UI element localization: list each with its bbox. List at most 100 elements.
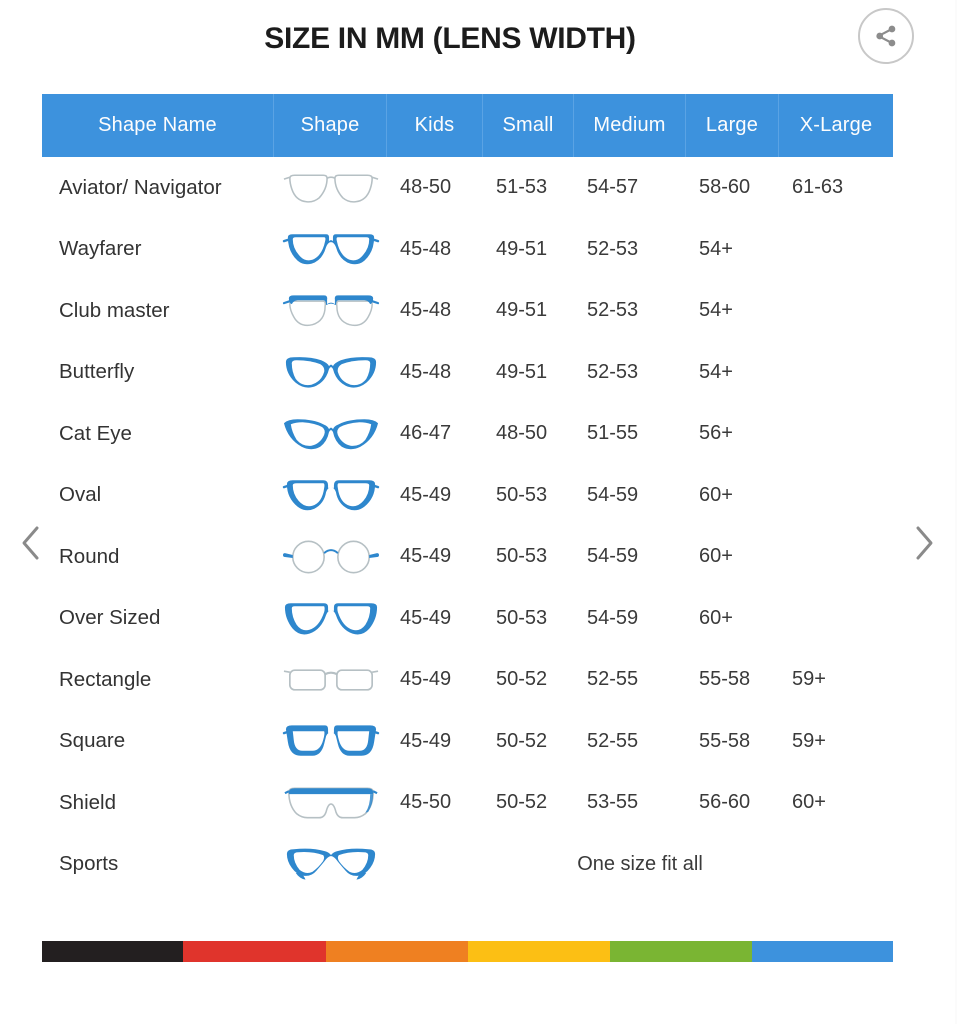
cell-small: 50-52 <box>496 729 548 752</box>
cell-medium: 54-59 <box>587 545 639 568</box>
cell-xlarge <box>779 280 893 342</box>
chevron-right-icon <box>916 526 933 560</box>
page-title: SIZE IN MM (LENS WIDTH) <box>264 22 636 55</box>
cell-large: 56-60 <box>699 791 751 814</box>
table-row: Oval 45-49 50-53 54-59 60+ <box>42 465 893 527</box>
color-segment-red <box>183 941 326 962</box>
table-header-row: Shape Name Shape Kids Small Medium Large… <box>42 94 893 157</box>
cell-small: 49-51 <box>496 237 548 260</box>
cell-small: 50-53 <box>496 483 548 506</box>
table-body: Aviator/ Navigator 48-50 51-53 54-57 58-60 61… <box>42 157 893 895</box>
butterfly-glasses-icon <box>274 342 387 404</box>
cell-xlarge <box>779 465 893 527</box>
column-header-xlarge: X-Large <box>799 114 873 136</box>
cell-kids: 45-49 <box>400 668 452 691</box>
column-header-large: Large <box>686 94 779 157</box>
color-segment-green <box>610 941 752 962</box>
cell-small: 49-51 <box>496 299 548 322</box>
cell-xlarge <box>779 219 893 281</box>
cell-medium: 52-55 <box>587 668 639 691</box>
cell-shape-name: Square <box>59 729 126 753</box>
column-header-kids: Kids <box>387 94 483 157</box>
cell-kids: 45-49 <box>400 545 452 568</box>
cell-shape-name: Sports <box>59 852 119 876</box>
cell-medium: 54-57 <box>587 176 639 199</box>
cell-large: 55-58 <box>699 729 751 752</box>
cell-shape-name: Round <box>59 544 120 568</box>
cell-shape-name: Over Sized <box>59 606 161 630</box>
cell-large: 60+ <box>699 606 733 629</box>
cell-small: 50-52 <box>496 668 548 691</box>
cell-xlarge <box>779 403 893 465</box>
color-segment-black <box>42 941 183 962</box>
color-bar <box>42 941 893 962</box>
previous-button[interactable] <box>8 515 54 571</box>
table-row: Aviator/ Navigator 48-50 51-53 54-57 58-60 61… <box>42 157 893 219</box>
clubmaster-glasses-icon <box>274 280 387 342</box>
share-button[interactable] <box>858 8 914 64</box>
cell-shape-name: Wayfarer <box>59 237 142 261</box>
table-row: Wayfarer 45-48 49-51 52-53 54+ <box>42 219 893 281</box>
cell-medium: 52-53 <box>587 299 639 322</box>
table-row: Sports One size fit all <box>42 834 893 896</box>
cell-medium: 51-55 <box>587 422 639 445</box>
cell-small: 50-52 <box>496 791 548 814</box>
table-row: Butterfly 45-48 49-51 52-53 54+ <box>42 342 893 404</box>
cell-small: 51-53 <box>496 176 548 199</box>
oval-glasses-icon <box>274 465 387 527</box>
cell-large: 60+ <box>699 545 733 568</box>
cell-medium: 52-53 <box>587 237 639 260</box>
cell-xlarge: 60+ <box>792 791 826 814</box>
cell-small: 49-51 <box>496 360 548 383</box>
cell-medium: 52-55 <box>587 729 639 752</box>
color-segment-yellow <box>468 941 610 962</box>
cell-xlarge <box>779 342 893 404</box>
cell-medium: 54-59 <box>587 606 639 629</box>
cell-shape-name: Shield <box>59 790 116 814</box>
oversized-glasses-icon <box>274 588 387 650</box>
aviator-glasses-icon <box>274 157 387 219</box>
cell-large: 54+ <box>699 360 733 383</box>
cateye-glasses-icon <box>274 403 387 465</box>
cell-large: 56+ <box>699 422 733 445</box>
cell-kids: 45-48 <box>400 360 452 383</box>
table-row: Cat Eye 46-47 48-50 51-55 56+ <box>42 403 893 465</box>
wayfarer-glasses-icon <box>274 219 387 281</box>
cell-one-size-fit-all: One size fit all <box>577 852 703 875</box>
column-header-medium: Medium <box>574 94 686 157</box>
table-row: Rectangle 45-49 50-52 52-55 55-58 59+ <box>42 649 893 711</box>
table-row: Square 45-49 50-52 52-55 55-58 59+ <box>42 711 893 773</box>
cell-large: 58-60 <box>699 176 751 199</box>
cell-large: 54+ <box>699 299 733 322</box>
column-header-shape: Shape <box>274 94 387 157</box>
shield-glasses-icon <box>274 772 387 834</box>
cell-small: 50-53 <box>496 606 548 629</box>
cell-small: 48-50 <box>496 422 548 445</box>
cell-kids: 45-49 <box>400 483 452 506</box>
cell-kids: 45-49 <box>400 729 452 752</box>
cell-xlarge <box>779 588 893 650</box>
cell-medium: 52-53 <box>587 360 639 383</box>
cell-medium: 53-55 <box>587 791 639 814</box>
cell-large: 55-58 <box>699 668 751 691</box>
cell-kids: 48-50 <box>400 176 452 199</box>
table-row: Shield 45-50 50-52 53-55 56-60 60+ <box>42 772 893 834</box>
title-bar: SIZE IN MM (LENS WIDTH) <box>0 0 957 84</box>
chevron-left-icon <box>22 526 39 560</box>
cell-shape-name: Oval <box>59 483 102 507</box>
cell-kids: 45-48 <box>400 237 452 260</box>
cell-large: 60+ <box>699 483 733 506</box>
table-row: Round 45-49 50-53 54-59 60+ <box>42 526 893 588</box>
sports-glasses-icon <box>274 834 387 896</box>
rectangle-glasses-icon <box>274 649 387 711</box>
cell-shape-name: Club master <box>59 298 170 322</box>
cell-shape-name: Butterfly <box>59 360 135 384</box>
cell-medium: 54-59 <box>587 483 639 506</box>
cell-xlarge: 59+ <box>792 668 826 691</box>
column-header-shape-name: Shape Name <box>42 94 274 157</box>
next-button[interactable] <box>901 515 947 571</box>
cell-shape-name: Rectangle <box>59 667 152 691</box>
cell-kids: 45-50 <box>400 791 452 814</box>
share-icon <box>876 25 896 47</box>
